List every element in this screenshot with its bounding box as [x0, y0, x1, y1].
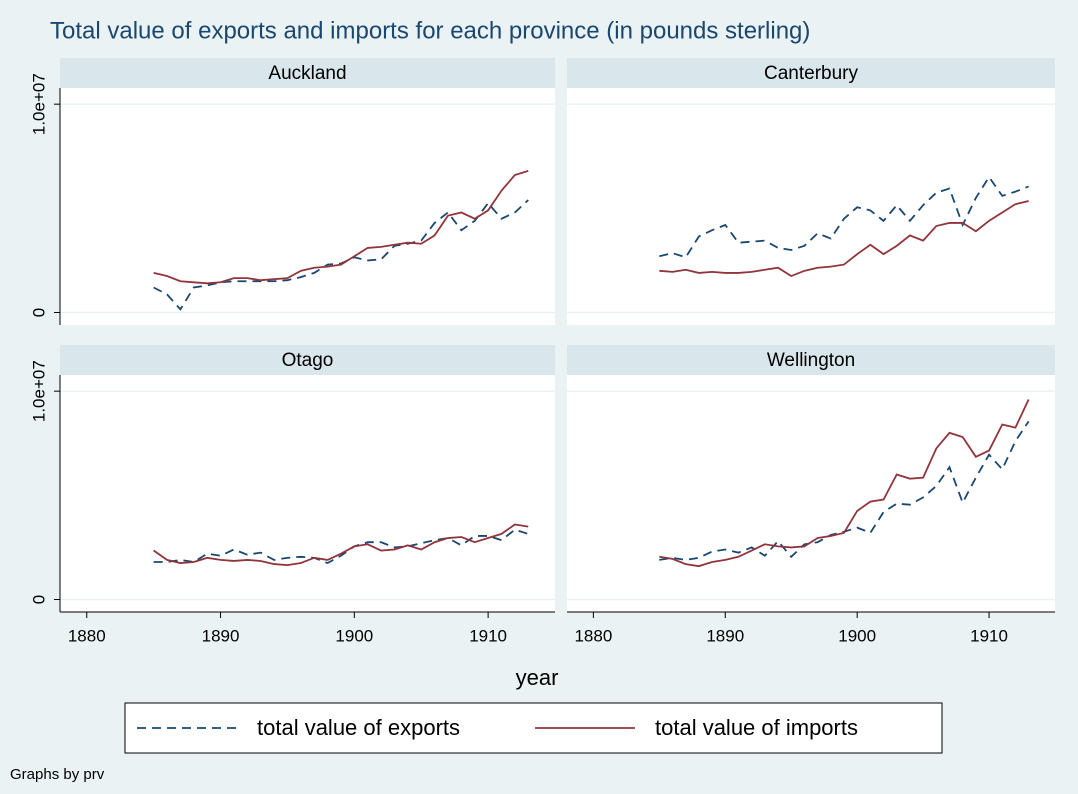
x-tick-label: 1890: [706, 626, 744, 645]
panel-title-bar: [60, 58, 555, 88]
panel-title-bar: [567, 345, 1055, 375]
chart-title: Total value of exports and imports for e…: [50, 17, 810, 44]
plot-area: [60, 88, 555, 325]
panel-title: Otago: [282, 350, 334, 371]
x-tick-label: 1900: [838, 626, 876, 645]
y-tick-label: 1.0e+07: [29, 73, 48, 135]
x-tick-label: 1880: [68, 626, 106, 645]
legend: [124, 702, 943, 754]
x-tick-label: 1910: [469, 626, 507, 645]
x-tick-label: 1880: [574, 626, 612, 645]
series-line: [153, 169, 529, 285]
series-line: [659, 399, 1030, 568]
panel-title-bar: [60, 345, 555, 375]
x-axis-title: year: [516, 665, 559, 690]
y-tick-label: 0: [29, 308, 48, 317]
y-tick-label: 1.0e+07: [29, 360, 48, 422]
series-line: [659, 200, 1029, 278]
panel-title: Auckland: [268, 63, 346, 84]
panel-title: Wellington: [767, 350, 855, 371]
legend-label: total value of exports: [257, 715, 460, 740]
plot-area: [60, 375, 555, 612]
y-tick-label: 0: [29, 595, 48, 604]
series-line: [153, 528, 529, 565]
legend-label: total value of imports: [655, 715, 858, 740]
x-tick-label: 1910: [970, 626, 1008, 645]
x-tick-label: 1900: [335, 626, 373, 645]
panel-title: Canterbury: [764, 63, 858, 84]
note: Graphs by prv: [10, 766, 105, 783]
x-tick-label: 1890: [202, 626, 240, 645]
series-line: [153, 523, 529, 567]
plot-area: [567, 88, 1055, 325]
plot-area: [567, 375, 1055, 612]
panel-title-bar: [567, 58, 1055, 88]
series-line: [659, 175, 1029, 259]
